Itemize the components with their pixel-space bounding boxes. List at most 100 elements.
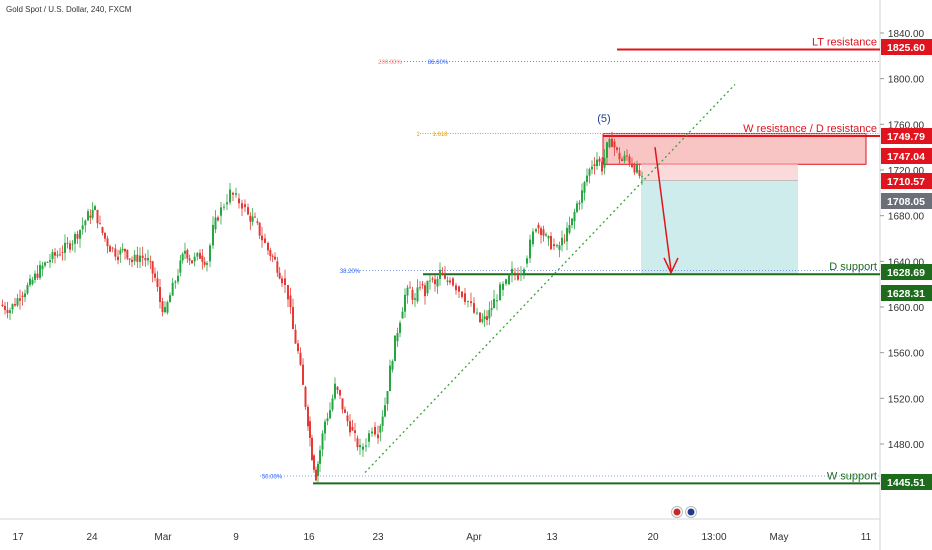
candle — [49, 253, 51, 269]
candle — [128, 258, 131, 266]
event-flag-dot — [687, 508, 695, 516]
candle — [502, 281, 504, 296]
candle-body — [191, 260, 193, 264]
candle-body — [169, 295, 171, 303]
candle — [396, 327, 399, 347]
candle — [184, 242, 186, 259]
price-tag-label: 1628.69 — [887, 267, 925, 279]
candle-body — [391, 361, 394, 370]
x-tick-label: 13 — [546, 532, 558, 543]
candle-body — [76, 234, 79, 239]
price-tag-label: 1749.79 — [887, 131, 925, 143]
candle — [196, 252, 199, 261]
candle — [309, 416, 311, 447]
candle-body — [281, 278, 283, 284]
candle — [389, 359, 391, 392]
candle — [496, 294, 498, 311]
candle — [362, 443, 364, 457]
candle-body — [426, 280, 429, 294]
candle-body — [269, 249, 272, 256]
candle-body — [389, 365, 391, 392]
candle — [490, 300, 493, 317]
candle — [511, 261, 513, 283]
candle — [144, 253, 147, 267]
candle — [166, 300, 169, 315]
candle — [126, 249, 129, 261]
candle-body — [365, 445, 367, 447]
candle — [177, 269, 179, 285]
candle-body — [14, 304, 16, 306]
candle-body — [193, 256, 196, 262]
candle-body — [264, 238, 266, 243]
candle-body — [96, 209, 99, 224]
price-tag-label: 1445.51 — [887, 477, 925, 489]
candle-body — [151, 261, 154, 274]
candle — [188, 254, 191, 266]
candle — [287, 285, 289, 308]
candle — [573, 208, 576, 230]
candle — [588, 167, 591, 184]
candle — [69, 240, 71, 253]
candle-body — [598, 158, 601, 162]
candle-body — [488, 309, 491, 319]
candle-body — [486, 316, 488, 321]
candle-body — [206, 263, 208, 265]
candle-body — [520, 273, 522, 276]
candle-body — [87, 211, 89, 221]
candle — [331, 394, 334, 412]
candle — [576, 200, 578, 214]
candle-body — [61, 252, 64, 253]
candle — [391, 359, 394, 373]
x-tick-label: 13:00 — [701, 532, 726, 543]
candle — [269, 247, 272, 261]
candle — [124, 248, 126, 260]
candle — [556, 243, 558, 248]
candle-body — [394, 335, 396, 362]
candle — [379, 423, 382, 442]
candle — [473, 297, 475, 315]
y-tick-label: 1600.00 — [888, 303, 925, 314]
candle — [421, 281, 424, 289]
candle — [81, 217, 84, 235]
candle — [164, 301, 166, 314]
candle-body — [249, 215, 252, 222]
candle — [476, 307, 478, 315]
candle — [203, 256, 206, 268]
candle-body — [217, 217, 219, 221]
candle — [1, 299, 4, 308]
candle-body — [109, 246, 111, 252]
candle-body — [177, 275, 179, 282]
candle — [244, 199, 246, 212]
candle-body — [638, 170, 641, 176]
candle — [636, 160, 638, 175]
price-tag — [881, 39, 932, 55]
candle — [91, 202, 94, 220]
candle-body — [416, 287, 419, 302]
candle-body — [547, 235, 550, 239]
candle-body — [563, 240, 566, 242]
candle — [24, 289, 26, 303]
candle-body — [81, 225, 84, 230]
candle — [351, 419, 354, 432]
candle-body — [101, 227, 104, 233]
x-tick-label: 20 — [647, 532, 659, 543]
candle-body — [307, 406, 309, 427]
candle-body — [586, 175, 588, 183]
candle — [488, 301, 491, 326]
candle — [154, 267, 156, 282]
candle-body — [623, 155, 626, 161]
candle-body — [576, 203, 578, 212]
candle — [535, 228, 537, 234]
candle-body — [326, 418, 329, 422]
candle — [458, 285, 460, 298]
candle-body — [601, 161, 603, 172]
candle-body — [21, 295, 24, 298]
candle — [56, 250, 59, 259]
target-box — [641, 180, 798, 275]
candle-body — [238, 198, 240, 204]
candle-body — [156, 278, 159, 288]
candle — [455, 282, 457, 295]
candle — [174, 279, 177, 289]
candle — [151, 260, 154, 283]
